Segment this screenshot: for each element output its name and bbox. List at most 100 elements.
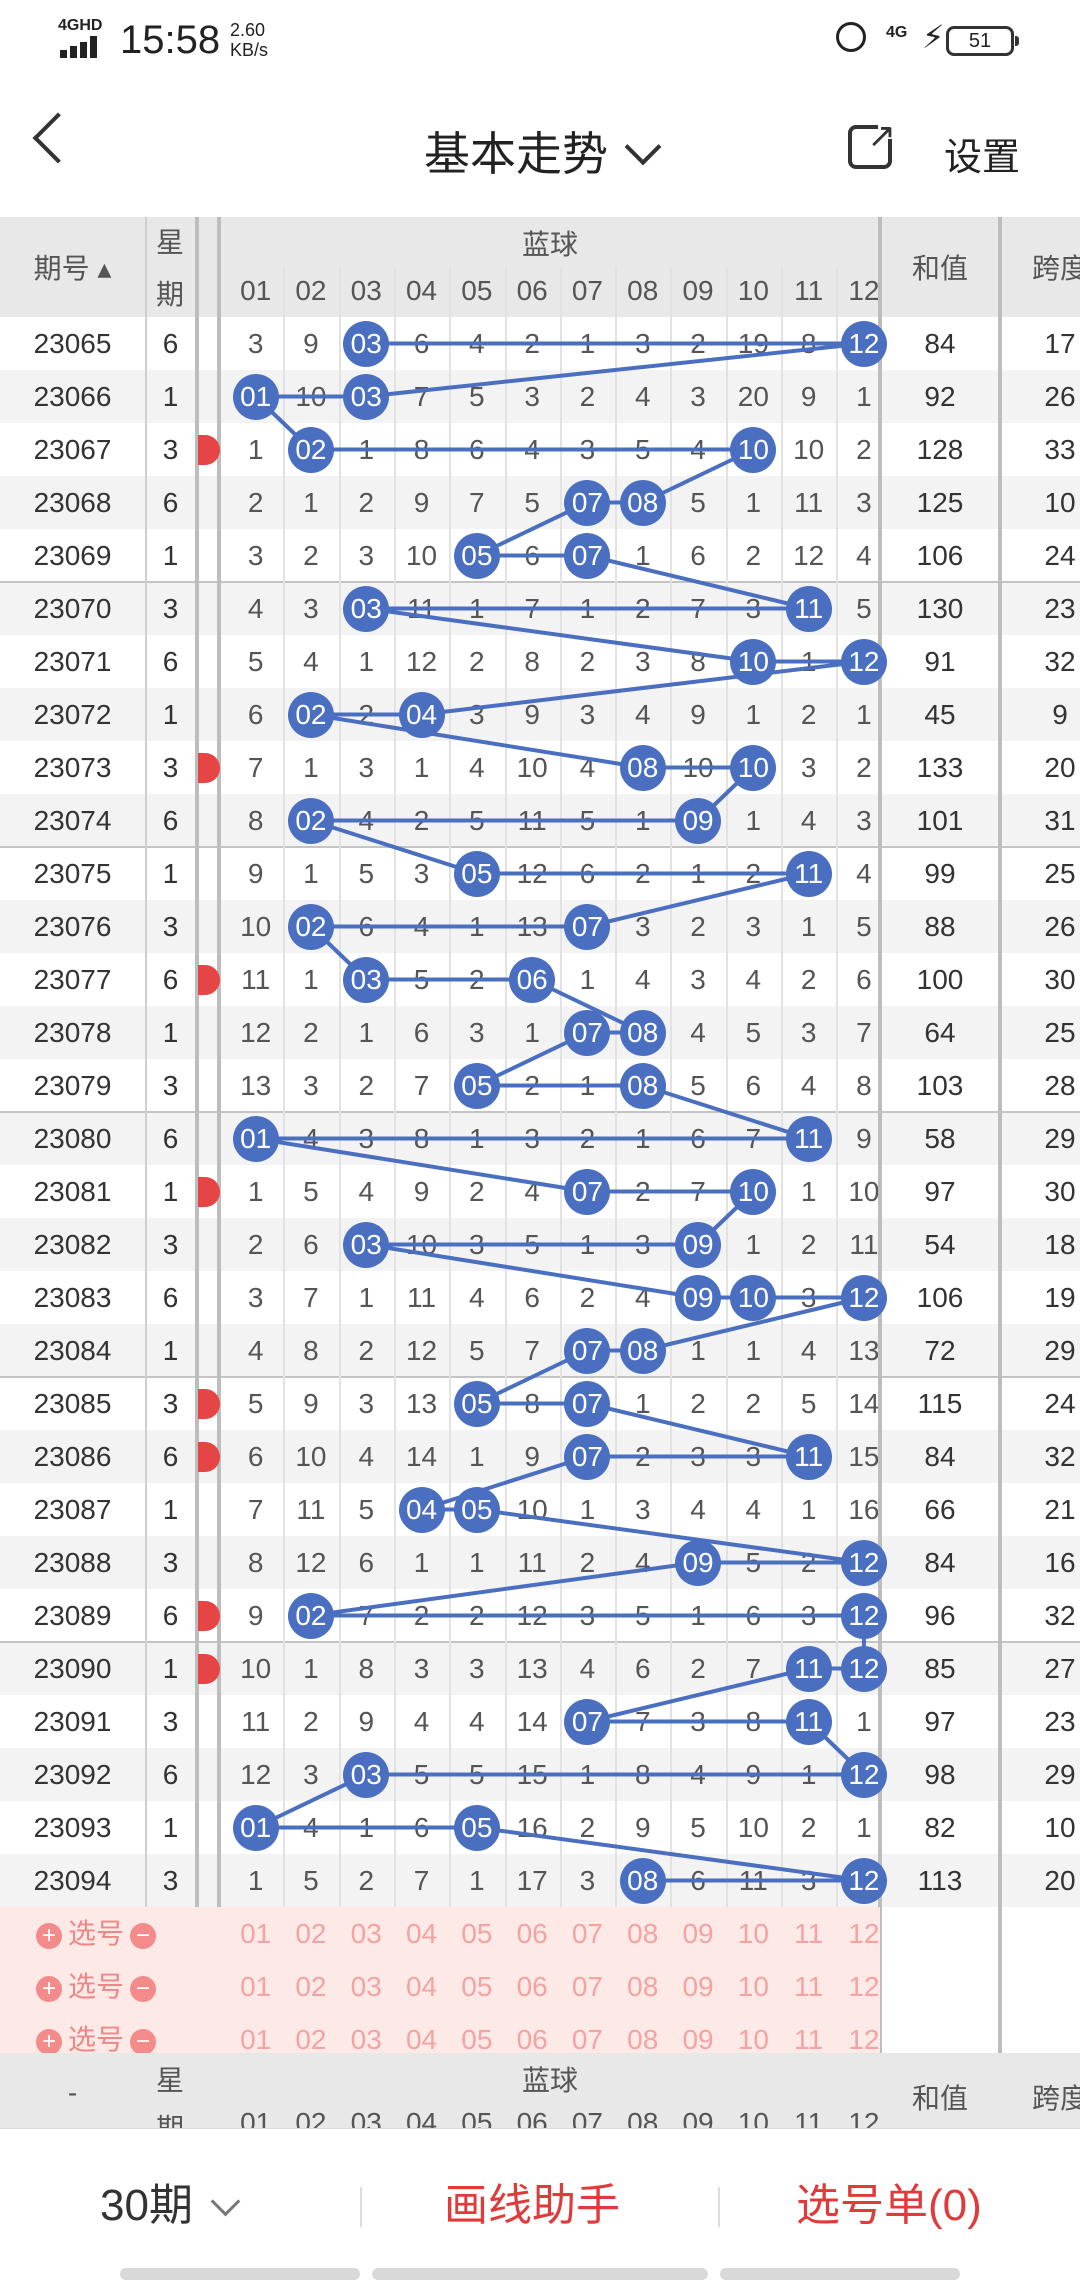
select-row-label[interactable]: + 选号 − [30,2013,162,2066]
blue-ball: 10 [730,426,777,473]
select-number[interactable]: 07 [571,1918,604,1949]
charging-icon: ⚡ [922,19,945,55]
miss-value: 3 [247,328,264,359]
select-number[interactable]: 02 [295,2024,327,2055]
period-cell: 23079 [33,1070,112,1101]
span-cell: 29 [1044,1123,1076,1154]
select-number[interactable]: 05 [461,2024,493,2055]
blue-ball: 08 [619,1062,666,1109]
selection-list-button[interactable]: 选号单(0) [796,2181,982,2230]
select-number[interactable]: 06 [516,2024,548,2055]
miss-value: 2 [800,699,817,730]
add-icon[interactable]: + [36,1922,62,1949]
page-title[interactable]: 基本走势 [0,118,1080,184]
select-number[interactable]: 11 [794,1918,824,1949]
add-icon[interactable]: + [36,1975,62,2002]
select-number[interactable]: 10 [737,2024,769,2055]
chevron-down-icon [210,2186,241,2217]
select-number[interactable]: 09 [682,1918,714,1949]
miss-value: 4 [469,1706,485,1737]
select-row-label[interactable]: + 选号 − [30,1960,162,2013]
period-selector[interactable]: 30期 [100,2169,241,2233]
blue-col-header: 02 [295,2107,327,2128]
select-number[interactable]: 03 [350,1918,382,1949]
select-number[interactable]: 05 [461,1918,493,1949]
select-number[interactable]: 11 [794,2024,824,2055]
select-number[interactable]: 12 [848,1918,880,1949]
settings-button[interactable]: 设置 [944,137,1021,179]
blue-ball: 12 [840,1539,887,1586]
blue-col-header: 03 [350,275,382,306]
span-cell: 18 [1044,1229,1076,1260]
miss-value: 6 [358,1547,375,1578]
miss-value: 1 [303,1653,319,1684]
select-number[interactable]: 02 [295,1918,327,1949]
select-number[interactable]: 06 [516,1918,548,1949]
miss-value: 1 [856,1812,872,1843]
select-number[interactable]: 07 [571,2024,604,2055]
miss-value: 3 [413,1653,430,1684]
select-number[interactable]: 01 [240,1918,272,1949]
select-number[interactable]: 11 [794,1971,824,2002]
period-header[interactable]: 期号 ▴ [33,253,112,284]
draw-helper-button[interactable]: 画线助手 [444,2181,620,2230]
select-number[interactable]: 10 [737,1971,769,2002]
remove-icon[interactable]: − [130,1975,157,2002]
period-cell: 23065 [33,328,112,359]
miss-value: 3 [247,540,264,571]
week-cell: 1 [162,1335,179,1366]
select-number[interactable]: 09 [682,2024,714,2055]
blue-ball: 07 [564,1433,611,1480]
select-number[interactable]: 07 [571,1971,604,2002]
period-cell: 23077 [33,964,112,995]
select-number[interactable]: 09 [682,1971,714,2002]
miss-value: 1 [469,1441,485,1472]
miss-value: 11 [241,1706,271,1737]
select-number[interactable]: 08 [627,1971,659,2002]
miss-value: 9 [303,1388,319,1419]
blue-ball: 07 [564,532,611,579]
select-number[interactable]: 02 [295,1971,327,2002]
miss-value: 10 [737,1812,769,1843]
miss-value: 2 [469,646,485,677]
blue-ball: 08 [619,744,666,791]
miss-value: 4 [413,1706,430,1737]
remove-icon[interactable]: − [130,1922,157,1949]
select-number[interactable]: 08 [627,1918,659,1949]
period-cell: 23082 [33,1229,112,1260]
sum-cell: 58 [924,1123,956,1154]
select-row-label[interactable]: + 选号 − [30,1907,162,1960]
select-number[interactable]: 08 [627,2024,659,2055]
select-number[interactable]: 05 [461,1971,493,2002]
blue-ball: 10 [730,1168,777,1215]
miss-value: 3 [856,805,872,836]
select-number[interactable]: 04 [405,1918,438,1949]
net-speed: 2.60 KB/s [230,20,269,60]
select-number[interactable]: 03 [350,1971,382,2002]
blue-ball: 08 [619,1857,666,1904]
select-number[interactable]: 06 [516,1971,548,2002]
divider [718,2187,720,2227]
select-number[interactable]: 01 [240,2024,272,2055]
select-number[interactable]: 12 [848,2024,880,2055]
select-number[interactable]: 01 [240,1971,272,2002]
blue-ball: 11 [785,585,832,632]
select-number[interactable]: 04 [405,2024,438,2055]
share-icon[interactable]: ↗ [848,119,898,169]
marker-badge [198,1654,220,1684]
remove-icon[interactable]: − [130,2028,157,2055]
blue-col-header: 09 [682,2107,714,2128]
span-cell: 26 [1044,911,1076,942]
select-number[interactable]: 04 [405,1971,438,2002]
miss-value: 2 [303,1017,319,1048]
add-icon[interactable]: + [36,2028,62,2055]
select-number[interactable]: 10 [737,1918,769,1949]
select-number[interactable]: 12 [848,1971,880,2002]
week-cell: 3 [162,593,179,624]
select-number[interactable]: 03 [350,2024,382,2055]
miss-value: 5 [469,1335,485,1366]
blue-col-header: 12 [848,2107,880,2128]
period-cell: 23073 [33,752,112,783]
blue-col-header: 10 [737,2107,769,2128]
blue-ball: 09 [675,1539,722,1586]
